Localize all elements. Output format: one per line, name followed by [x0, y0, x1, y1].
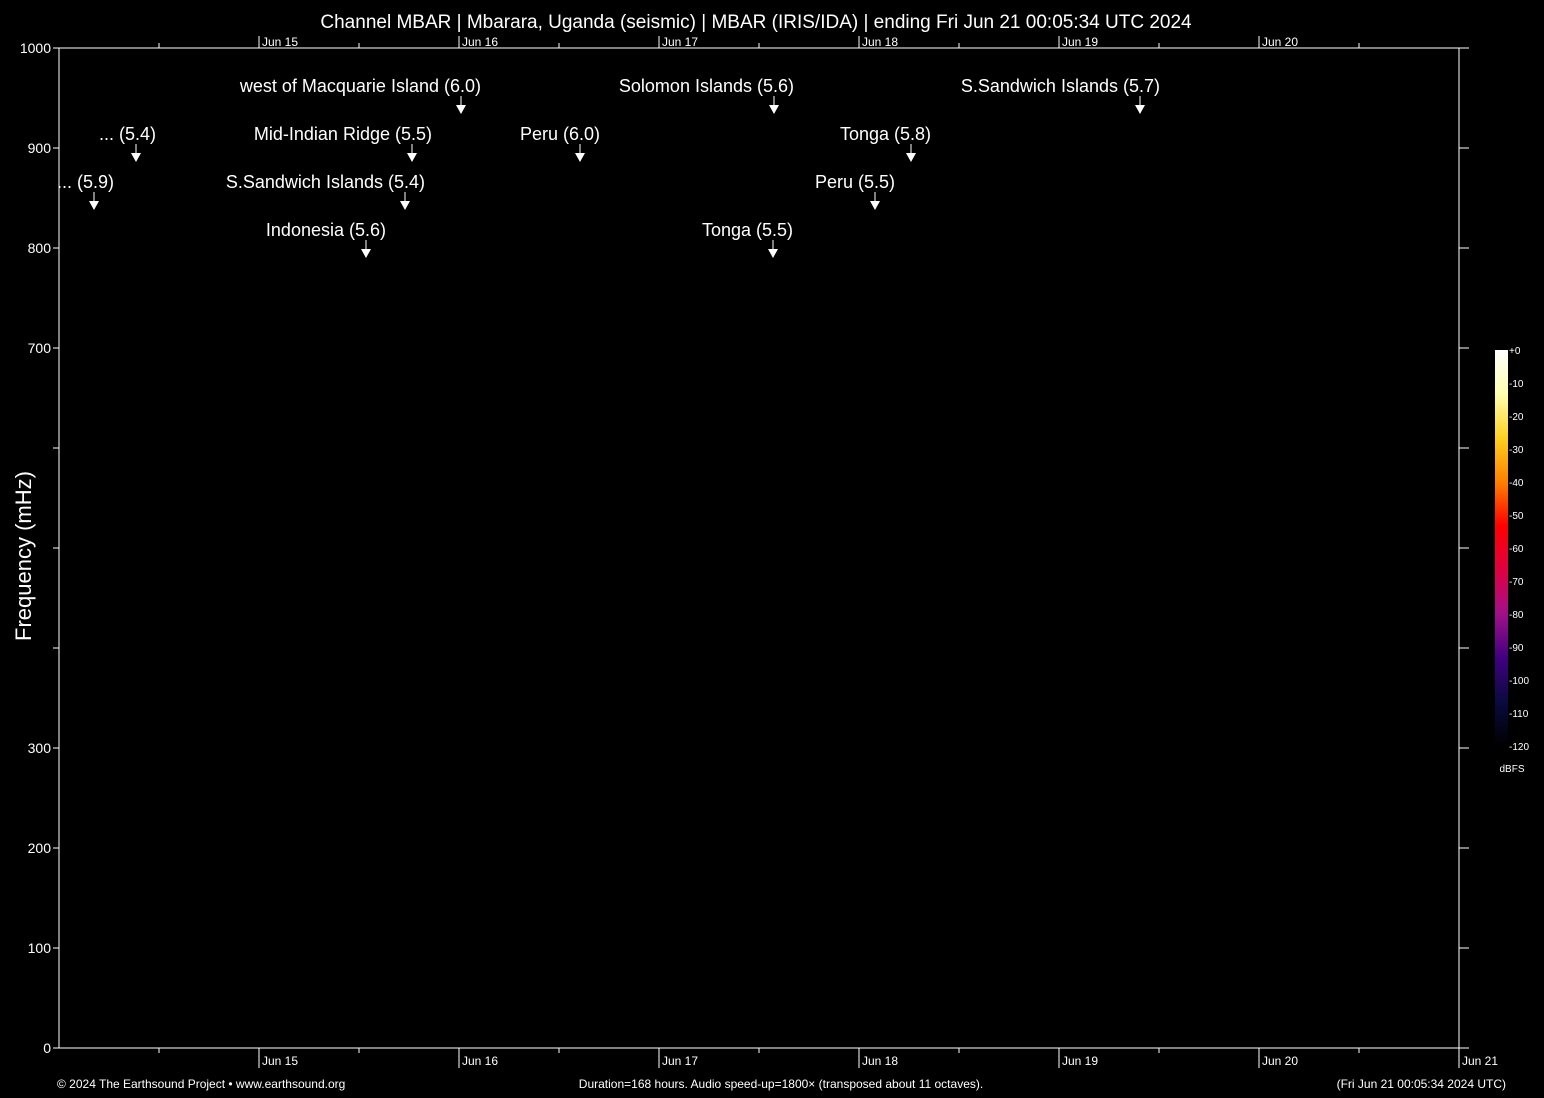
colorbar-tick-label: -110: [1509, 709, 1529, 720]
event-arrow-icon: [407, 153, 417, 162]
x-tick-label: Jun 15: [262, 1054, 298, 1068]
y-tick-label: 200: [28, 840, 52, 856]
x-tick-label: Jun 20: [1262, 1054, 1298, 1068]
colorbar-tick-label: -50: [1509, 511, 1524, 522]
event-marker: ... (5.9): [57, 172, 114, 210]
colorbar-gradient: [1495, 350, 1508, 746]
event-arrow-icon: [361, 249, 371, 258]
y-tick-label: 1000: [20, 40, 51, 56]
y-tick-label: 100: [28, 940, 52, 956]
footer-end-time: (Fri Jun 21 00:05:34 2024 UTC): [1337, 1077, 1506, 1091]
y-tick-label: 0: [43, 1040, 51, 1056]
colorbar-tick-label: -90: [1509, 643, 1524, 654]
colorbar-tick-label: -120: [1509, 742, 1529, 753]
event-label: Solomon Islands (5.6): [619, 76, 794, 96]
event-arrow-icon: [575, 153, 585, 162]
chart-title: Channel MBAR | Mbarara, Uganda (seismic)…: [320, 12, 1192, 33]
event-marker: Peru (6.0): [520, 124, 600, 162]
colorbar-tick-label: -100: [1509, 676, 1529, 687]
y-tick-label: 700: [28, 340, 52, 356]
event-label: Mid-Indian Ridge (5.5): [254, 124, 432, 144]
event-arrow-icon: [131, 153, 141, 162]
event-arrow-icon: [906, 153, 916, 162]
x-tick-label-top: Jun 15: [262, 35, 298, 49]
event-label: Peru (5.5): [815, 172, 895, 192]
x-tick-label-top: Jun 20: [1262, 35, 1298, 49]
x-tick-label-top: Jun 19: [1062, 35, 1098, 49]
x-tick-label: Jun 19: [1062, 1054, 1098, 1068]
y-axis-label: Frequency (mHz): [11, 471, 36, 641]
colorbar-tick-label: -30: [1509, 445, 1524, 456]
event-arrow-icon: [1135, 105, 1145, 114]
event-marker: Peru (5.5): [815, 172, 895, 210]
x-tick-label: Jun 17: [662, 1054, 698, 1068]
event-label: west of Macquarie Island (6.0): [239, 76, 481, 96]
x-tick-label-top: Jun 18: [862, 35, 898, 49]
y-tick-label: 300: [28, 740, 52, 756]
colorbar-tick-label: -10: [1509, 379, 1524, 390]
event-label: S.Sandwich Islands (5.4): [226, 172, 425, 192]
event-label: ... (5.4): [99, 124, 156, 144]
footer-duration: Duration=168 hours. Audio speed-up=1800×…: [579, 1077, 983, 1091]
colorbar-tick-label: -80: [1509, 610, 1524, 621]
event-marker: S.Sandwich Islands (5.4): [226, 172, 425, 210]
event-marker: Mid-Indian Ridge (5.5): [254, 124, 432, 162]
x-tick-label-top: Jun 16: [462, 35, 498, 49]
event-label: Peru (6.0): [520, 124, 600, 144]
event-label: Tonga (5.8): [840, 124, 931, 144]
event-arrow-icon: [456, 105, 466, 114]
event-arrow-icon: [870, 201, 880, 210]
colorbar: +0 -10 -20 -30 -40 -50 -60 -70 -80 -90 -100 -110 -12…: [1495, 346, 1529, 753]
event-marker: Indonesia (5.6): [266, 220, 386, 258]
colorbar-unit: dBFS: [1499, 764, 1524, 775]
y-tick-labels: 0 100 200 300 700 800 900 1000: [20, 40, 51, 1056]
x-tick-label: Jun 21: [1462, 1054, 1498, 1068]
event-arrow-icon: [89, 201, 99, 210]
event-label: Indonesia (5.6): [266, 220, 386, 240]
event-label: Tonga (5.5): [702, 220, 793, 240]
event-label: ... (5.9): [57, 172, 114, 192]
y-tick-label: 800: [28, 240, 52, 256]
event-arrow-icon: [769, 105, 779, 114]
event-marker: Tonga (5.5): [702, 220, 793, 258]
x-tick-label: Jun 18: [862, 1054, 898, 1068]
colorbar-tick-label: -70: [1509, 577, 1524, 588]
event-marker: west of Macquarie Island (6.0): [239, 76, 481, 114]
x-tick-label: Jun 16: [462, 1054, 498, 1068]
event-arrow-icon: [400, 201, 410, 210]
footer-copyright: © 2024 The Earthsound Project • www.eart…: [57, 1077, 345, 1091]
event-annotations: west of Macquarie Island (6.0) Solomon Is…: [57, 76, 1160, 258]
axes: [53, 36, 1469, 1068]
plot-area: [59, 48, 1459, 1048]
event-marker: Tonga (5.8): [840, 124, 931, 162]
colorbar-tick-label: -40: [1509, 478, 1524, 489]
colorbar-tick-label: -20: [1509, 412, 1524, 423]
event-marker: Solomon Islands (5.6): [619, 76, 794, 114]
event-arrow-icon: [768, 249, 778, 258]
event-marker: S.Sandwich Islands (5.7): [961, 76, 1160, 114]
x-tick-label-top: Jun 17: [662, 35, 698, 49]
colorbar-tick-label: -60: [1509, 544, 1524, 555]
event-label: S.Sandwich Islands (5.7): [961, 76, 1160, 96]
x-tick-labels: Jun 15 Jun 15 Jun 16 Jun 16 Jun 17 Jun 17 Jun …: [262, 35, 1498, 1068]
event-marker: ... (5.4): [99, 124, 156, 162]
y-tick-label: 900: [28, 140, 52, 156]
colorbar-tick-label: +0: [1509, 346, 1521, 357]
